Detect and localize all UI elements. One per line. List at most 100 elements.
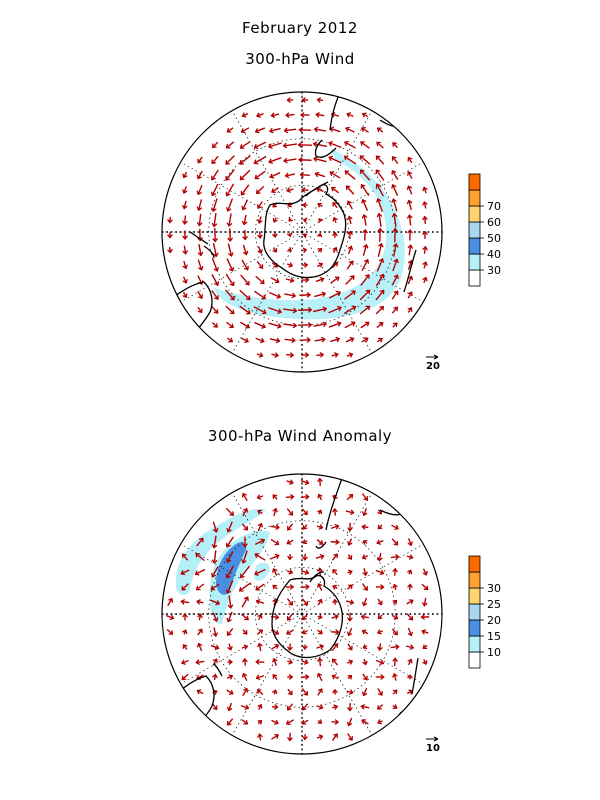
wind-vector <box>287 554 293 560</box>
colorbar-tick-label: 10 <box>487 646 501 659</box>
wind-vector <box>242 508 249 516</box>
wind-vector <box>301 659 309 665</box>
wind-vector <box>392 599 397 605</box>
wind-vector <box>345 275 355 285</box>
wind-vector <box>422 230 428 240</box>
wind-vector <box>272 217 278 223</box>
wind-vector <box>344 290 356 300</box>
wind-vector <box>332 217 338 223</box>
wind-vector <box>272 494 278 500</box>
wind-vector <box>347 245 354 255</box>
colorbar-swatch <box>468 635 481 653</box>
wind-vector <box>392 258 399 272</box>
reference-vector-anomaly: 10 <box>426 736 440 754</box>
wind-vector <box>332 704 338 710</box>
wind-vector <box>392 142 398 148</box>
wind-vector <box>272 247 278 253</box>
wind-vector <box>390 644 400 650</box>
wind-vector <box>227 643 233 651</box>
wind-vector <box>391 213 398 227</box>
wind-vector <box>407 538 413 546</box>
wind-vector <box>167 216 173 224</box>
wind-vector <box>227 595 234 609</box>
wind-vector <box>302 539 308 545</box>
wind-vector <box>316 704 324 710</box>
meridian-line <box>301 492 373 615</box>
wind-vector <box>375 305 385 315</box>
wind-vector <box>407 627 413 637</box>
wind-vector <box>345 599 355 605</box>
wind-vector <box>241 613 249 621</box>
wind-vector <box>182 629 188 635</box>
wind-vector <box>391 170 399 180</box>
wind-vector <box>241 550 248 564</box>
wind-vector <box>360 704 370 710</box>
colorbar-wind: 30 40 50 60 70 <box>468 173 501 287</box>
wind-vector <box>239 155 251 165</box>
wind-vector <box>284 172 296 179</box>
wind-vector <box>332 247 338 253</box>
wind-vector <box>255 583 265 591</box>
wind-vector <box>422 246 428 254</box>
wind-vector <box>257 614 263 620</box>
wind-vector <box>312 141 328 148</box>
wind-vector <box>257 719 263 725</box>
wind-vector <box>197 613 203 621</box>
colorbar-swatch <box>468 253 481 271</box>
map-boundary <box>161 91 443 373</box>
wind-vector <box>328 305 342 314</box>
meridian-line <box>180 231 303 303</box>
wind-vector <box>287 688 293 696</box>
wind-vector <box>225 169 235 181</box>
wind-vector <box>257 201 263 209</box>
wind-vector <box>332 232 338 238</box>
wind-vector <box>361 214 368 226</box>
wind-vector <box>407 244 414 256</box>
wind-vector <box>271 187 279 193</box>
wind-vector <box>226 521 233 533</box>
wind-vector <box>195 553 205 561</box>
title-month: February 2012 <box>242 19 358 37</box>
wind-vector <box>360 321 370 329</box>
wind-vector <box>376 141 384 149</box>
wind-vector <box>270 553 280 560</box>
colorbar-tick-label: 30 <box>487 582 501 595</box>
wind-vector <box>284 292 296 299</box>
wind-vector <box>406 599 414 605</box>
wind-vector <box>392 583 398 591</box>
wind-vector <box>301 233 307 239</box>
meridian-line <box>231 231 303 354</box>
wind-vector <box>269 172 281 179</box>
wind-vector <box>347 569 353 575</box>
wind-anomaly-map <box>161 473 443 755</box>
wind-vector <box>227 243 234 257</box>
wind-vector <box>362 583 368 591</box>
wind-vector <box>377 719 383 725</box>
wind-vector <box>332 733 338 741</box>
wind-vector <box>196 213 203 227</box>
wind-vector <box>406 644 414 650</box>
colorbar-swatch <box>468 587 481 605</box>
colorbar-swatch <box>468 173 481 191</box>
wind-vector <box>286 352 294 358</box>
wind-vector <box>211 566 219 578</box>
wind-vector <box>328 155 342 164</box>
meridian-line <box>301 613 373 736</box>
wind-vector <box>167 246 173 254</box>
wind-vector <box>286 703 294 711</box>
wind-vector <box>347 215 353 225</box>
wind-vector <box>287 262 293 268</box>
wind-vector <box>287 674 293 680</box>
wind-vector <box>316 672 323 682</box>
wind-vector <box>226 718 234 726</box>
wind-vector <box>225 289 235 301</box>
wind-vector <box>422 186 428 194</box>
wind-vector <box>344 321 356 329</box>
wind-vector <box>253 141 267 150</box>
wind-vector <box>407 569 413 575</box>
wind-vector <box>391 156 399 164</box>
colorbar-swatch <box>468 189 481 207</box>
wind-vector <box>317 629 323 635</box>
wind-vector <box>317 688 323 696</box>
wind-vector <box>239 169 251 181</box>
